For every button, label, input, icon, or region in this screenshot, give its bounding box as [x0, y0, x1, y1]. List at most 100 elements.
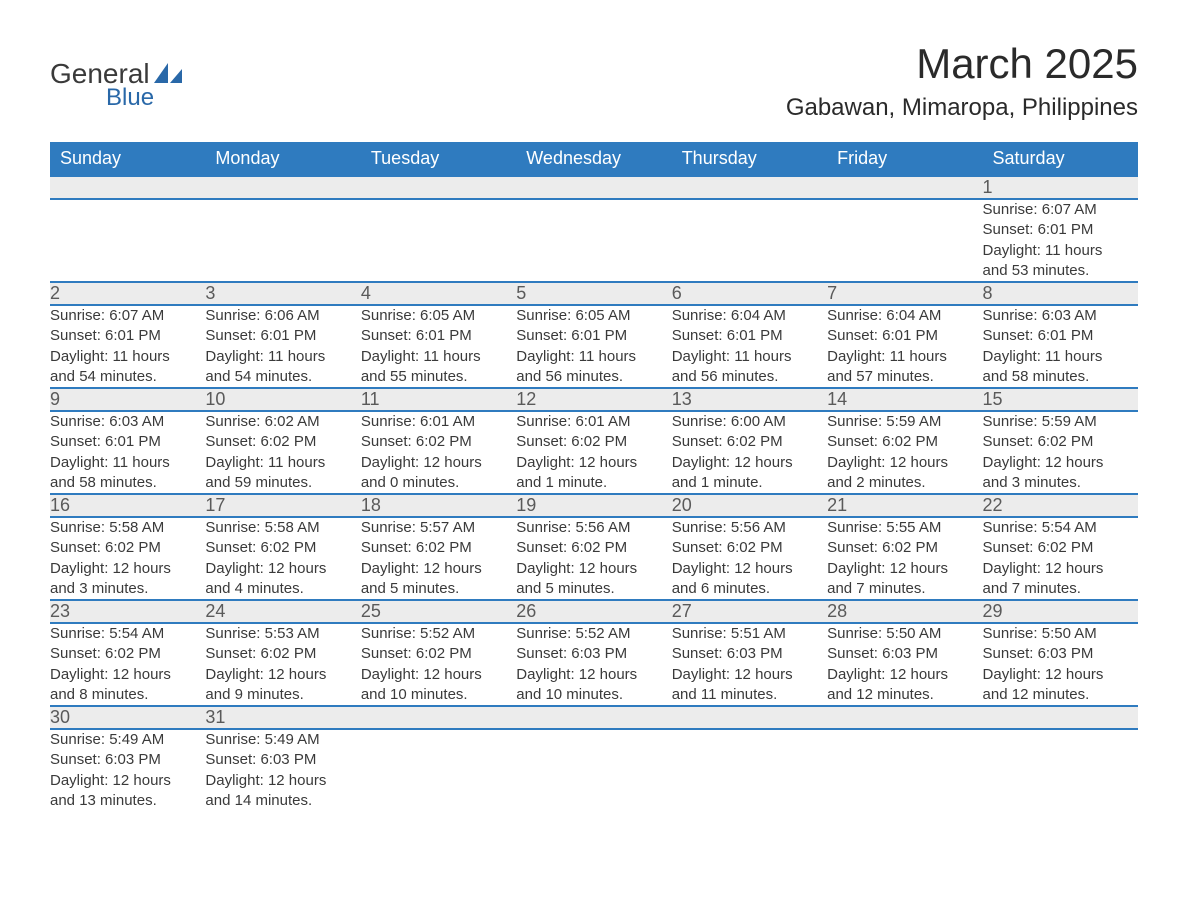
- day-content-cell: Sunrise: 5:54 AMSunset: 6:02 PMDaylight:…: [983, 517, 1138, 600]
- day-content-cell: Sunrise: 6:00 AMSunset: 6:02 PMDaylight:…: [672, 411, 827, 494]
- day-content-cell: Sunrise: 6:05 AMSunset: 6:01 PMDaylight:…: [516, 305, 671, 388]
- daylight-text-line1: Daylight: 12 hours: [516, 453, 671, 473]
- day-number-cell: 4: [361, 282, 516, 305]
- daylight-text-line1: Daylight: 12 hours: [205, 665, 360, 685]
- daylight-text-line2: and 7 minutes.: [827, 579, 982, 599]
- day-content-cell: [361, 729, 516, 811]
- daylight-text-line2: and 59 minutes.: [205, 473, 360, 493]
- daylight-text-line2: and 4 minutes.: [205, 579, 360, 599]
- daylight-text-line1: Daylight: 12 hours: [983, 559, 1138, 579]
- day-content-cell: Sunrise: 6:04 AMSunset: 6:01 PMDaylight:…: [827, 305, 982, 388]
- day-content-cell: Sunrise: 5:57 AMSunset: 6:02 PMDaylight:…: [361, 517, 516, 600]
- sunset-text: Sunset: 6:02 PM: [205, 538, 360, 558]
- daylight-text-line1: Daylight: 12 hours: [361, 559, 516, 579]
- day-content-cell: Sunrise: 5:51 AMSunset: 6:03 PMDaylight:…: [672, 623, 827, 706]
- sunset-text: Sunset: 6:02 PM: [827, 538, 982, 558]
- daylight-text-line1: Daylight: 12 hours: [50, 771, 205, 791]
- daylight-text-line2: and 55 minutes.: [361, 367, 516, 387]
- sunset-text: Sunset: 6:02 PM: [983, 432, 1138, 452]
- daylight-text-line2: and 57 minutes.: [827, 367, 982, 387]
- sunrise-text: Sunrise: 5:58 AM: [50, 518, 205, 538]
- day-number-cell: [827, 706, 982, 729]
- day-number-cell: 27: [672, 600, 827, 623]
- day-number-cell: [516, 176, 671, 199]
- sunrise-text: Sunrise: 6:07 AM: [50, 306, 205, 326]
- sunset-text: Sunset: 6:01 PM: [50, 432, 205, 452]
- daylight-text-line1: Daylight: 12 hours: [50, 665, 205, 685]
- day-number-cell: 22: [983, 494, 1138, 517]
- day-number-cell: 15: [983, 388, 1138, 411]
- day-content-cell: [205, 199, 360, 282]
- day-number-cell: 3: [205, 282, 360, 305]
- day-content-cell: Sunrise: 5:52 AMSunset: 6:02 PMDaylight:…: [361, 623, 516, 706]
- day-content-cell: Sunrise: 6:04 AMSunset: 6:01 PMDaylight:…: [672, 305, 827, 388]
- day-content-row: Sunrise: 5:58 AMSunset: 6:02 PMDaylight:…: [50, 517, 1138, 600]
- daylight-text-line2: and 58 minutes.: [983, 367, 1138, 387]
- sunrise-text: Sunrise: 5:53 AM: [205, 624, 360, 644]
- daylight-text-line2: and 14 minutes.: [205, 791, 360, 811]
- day-content-cell: [672, 729, 827, 811]
- day-number-cell: 30: [50, 706, 205, 729]
- day-content-row: Sunrise: 6:07 AM Sunset: 6:01 PMDaylight:…: [50, 305, 1138, 388]
- day-number-cell: [672, 706, 827, 729]
- daylight-text-line2: and 5 minutes.: [361, 579, 516, 599]
- sunset-text: Sunset: 6:01 PM: [983, 220, 1138, 240]
- day-number-cell: 20: [672, 494, 827, 517]
- daylight-text-line1: Daylight: 12 hours: [205, 559, 360, 579]
- day-content-cell: Sunrise: 5:58 AMSunset: 6:02 PMDaylight:…: [205, 517, 360, 600]
- day-number-cell: 5: [516, 282, 671, 305]
- day-header: Thursday: [672, 142, 827, 176]
- day-content-cell: Sunrise: 5:59 AMSunset: 6:02 PMDaylight:…: [827, 411, 982, 494]
- day-number-row: 2345678: [50, 282, 1138, 305]
- day-number-cell: 21: [827, 494, 982, 517]
- daylight-text-line1: Daylight: 12 hours: [672, 665, 827, 685]
- day-content-cell: Sunrise: 5:50 AMSunset: 6:03 PMDaylight:…: [827, 623, 982, 706]
- sunrise-text: Sunrise: 6:07 AM: [983, 200, 1138, 220]
- daylight-text-line2: and 11 minutes.: [672, 685, 827, 705]
- sunset-text: Sunset: 6:02 PM: [205, 644, 360, 664]
- day-number-cell: 16: [50, 494, 205, 517]
- day-content-cell: Sunrise: 6:03 AMSunset: 6:01 PMDaylight:…: [983, 305, 1138, 388]
- day-number-cell: 1: [983, 176, 1138, 199]
- daylight-text-line1: Daylight: 12 hours: [672, 559, 827, 579]
- daylight-text-line2: and 0 minutes.: [361, 473, 516, 493]
- day-number-cell: 24: [205, 600, 360, 623]
- sunrise-text: Sunrise: 5:57 AM: [361, 518, 516, 538]
- sunset-text: Sunset: 6:02 PM: [361, 432, 516, 452]
- day-header: Saturday: [983, 142, 1138, 176]
- sunset-text: Sunset: 6:02 PM: [672, 432, 827, 452]
- daylight-text-line1: Daylight: 11 hours: [516, 347, 671, 367]
- sunrise-text: Sunrise: 6:06 AM: [205, 306, 360, 326]
- day-content-cell: Sunrise: 6:05 AMSunset: 6:01 PMDaylight:…: [361, 305, 516, 388]
- day-content-cell: [516, 199, 671, 282]
- sunrise-text: Sunrise: 5:56 AM: [516, 518, 671, 538]
- daylight-text-line2: and 13 minutes.: [50, 791, 205, 811]
- day-content-cell: Sunrise: 5:56 AMSunset: 6:02 PMDaylight:…: [516, 517, 671, 600]
- daylight-text-line2: and 7 minutes.: [983, 579, 1138, 599]
- day-number-cell: [361, 706, 516, 729]
- sunset-text: Sunset: 6:02 PM: [361, 644, 516, 664]
- day-content-cell: Sunrise: 5:49 AMSunset: 6:03 PMDaylight:…: [205, 729, 360, 811]
- sunset-text: Sunset: 6:01 PM: [361, 326, 516, 346]
- location: Gabawan, Mimaropa, Philippines: [786, 94, 1138, 122]
- daylight-text-line2: and 2 minutes.: [827, 473, 982, 493]
- day-header: Tuesday: [361, 142, 516, 176]
- day-number-cell: 9: [50, 388, 205, 411]
- day-content-cell: Sunrise: 5:59 AMSunset: 6:02 PMDaylight:…: [983, 411, 1138, 494]
- day-number-row: 9101112131415: [50, 388, 1138, 411]
- daylight-text-line1: Daylight: 11 hours: [205, 347, 360, 367]
- day-content-cell: Sunrise: 5:52 AMSunset: 6:03 PMDaylight:…: [516, 623, 671, 706]
- day-content-cell: Sunrise: 6:03 AMSunset: 6:01 PMDaylight:…: [50, 411, 205, 494]
- day-number-cell: 28: [827, 600, 982, 623]
- day-number-cell: 29: [983, 600, 1138, 623]
- day-number-cell: 11: [361, 388, 516, 411]
- sunrise-text: Sunrise: 5:51 AM: [672, 624, 827, 644]
- sunset-text: Sunset: 6:03 PM: [983, 644, 1138, 664]
- sunset-text: Sunset: 6:02 PM: [672, 538, 827, 558]
- daylight-text-line2: and 6 minutes.: [672, 579, 827, 599]
- day-number-cell: 2: [50, 282, 205, 305]
- sunset-text: Sunset: 6:02 PM: [516, 538, 671, 558]
- day-content-cell: [361, 199, 516, 282]
- day-number-cell: 14: [827, 388, 982, 411]
- sunrise-text: Sunrise: 5:59 AM: [827, 412, 982, 432]
